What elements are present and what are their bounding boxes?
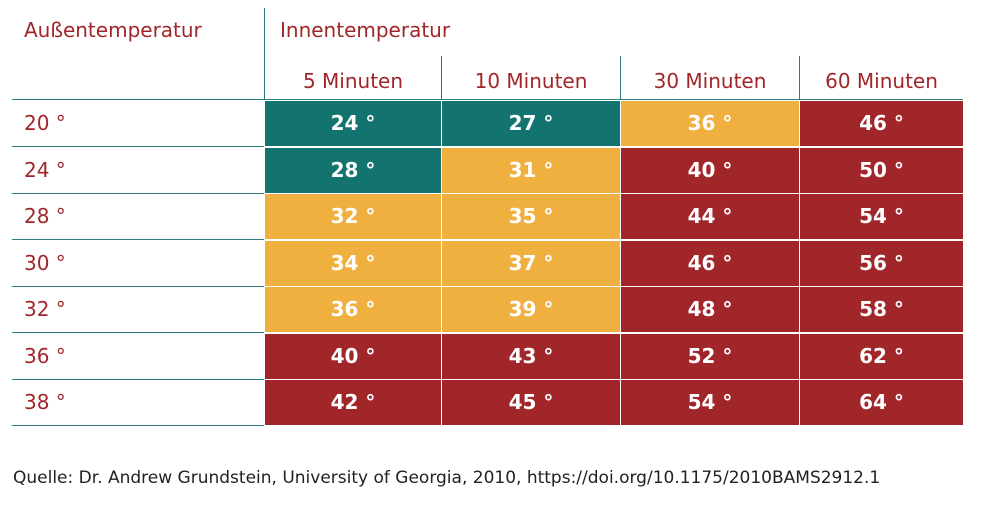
- table-cell: 40 °: [265, 334, 441, 379]
- row-divider: [12, 146, 264, 147]
- row-label: 28 °: [24, 204, 66, 228]
- table-cell: 45 °: [442, 380, 620, 425]
- row-divider: [12, 379, 264, 380]
- table-cell: 36 °: [621, 101, 799, 146]
- table-cell: 46 °: [621, 241, 799, 286]
- table-cell: 50 °: [800, 148, 963, 193]
- table-cell: 35 °: [442, 194, 620, 239]
- table-cell: 37 °: [442, 241, 620, 286]
- row-divider: [12, 332, 264, 333]
- column-separator: [441, 56, 442, 100]
- row-divider: [12, 425, 264, 426]
- row-label: 38 °: [24, 390, 66, 414]
- table-cell: 39 °: [442, 287, 620, 332]
- row-label: 32 °: [24, 297, 66, 321]
- table-cell: 52 °: [621, 334, 799, 379]
- source-note: Quelle: Dr. Andrew Grundstein, Universit…: [13, 468, 881, 488]
- table-cell: 34 °: [265, 241, 441, 286]
- table-cell: 27 °: [442, 101, 620, 146]
- table-cell: 24 °: [265, 101, 441, 146]
- row-label: 24 °: [24, 158, 66, 182]
- column-header: 60 Minuten: [825, 69, 938, 93]
- row-divider: [12, 286, 264, 287]
- table-cell: 64 °: [800, 380, 963, 425]
- table-cell: 54 °: [621, 380, 799, 425]
- column-header: 10 Minuten: [474, 69, 588, 93]
- row-label: 36 °: [24, 344, 66, 368]
- header-top-line: [12, 99, 963, 100]
- table-cell: 56 °: [800, 241, 963, 286]
- table-cell: 62 °: [800, 334, 963, 379]
- table-cell: 44 °: [621, 194, 799, 239]
- row-label: 30 °: [24, 251, 66, 275]
- table-cell: 31 °: [442, 148, 620, 193]
- table-cell: 43 °: [442, 334, 620, 379]
- table-cell: 32 °: [265, 194, 441, 239]
- column-separator: [799, 56, 800, 100]
- column-header: 5 Minuten: [302, 69, 404, 93]
- row-header: Außentemperatur: [24, 18, 202, 42]
- row-divider: [12, 239, 264, 240]
- row-label: 20 °: [24, 111, 66, 135]
- column-separator: [620, 56, 621, 100]
- table-cell: 42 °: [265, 380, 441, 425]
- column-header: 30 Minuten: [653, 69, 767, 93]
- table-cell: 46 °: [800, 101, 963, 146]
- header-divider: [264, 8, 265, 100]
- table-cell: 40 °: [621, 148, 799, 193]
- row-divider: [12, 193, 264, 194]
- table-cell: 58 °: [800, 287, 963, 332]
- table-cell: 54 °: [800, 194, 963, 239]
- table-cell: 36 °: [265, 287, 441, 332]
- table-cell: 28 °: [265, 148, 441, 193]
- column-group-header: Innentemperatur: [280, 18, 451, 42]
- table-cell: 48 °: [621, 287, 799, 332]
